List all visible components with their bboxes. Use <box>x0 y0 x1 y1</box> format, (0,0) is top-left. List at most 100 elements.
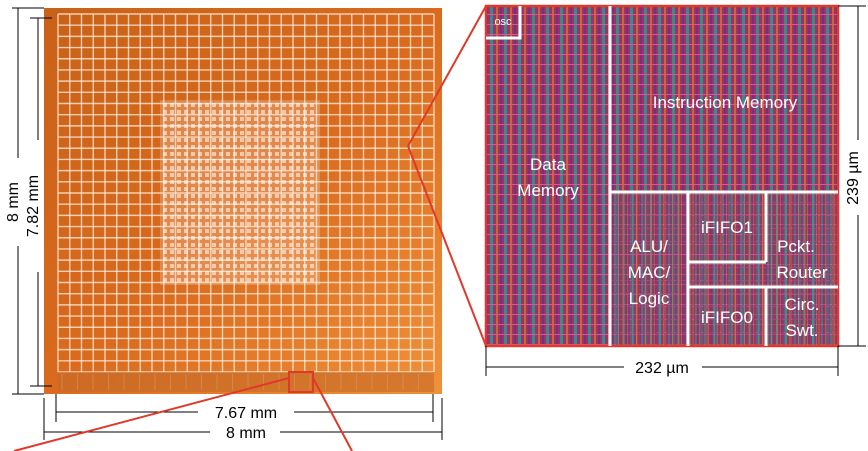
tile-width-dimension: 232 µm <box>486 346 838 377</box>
pad-dot <box>254 271 258 275</box>
pad-dot <box>184 152 188 156</box>
pad-dot <box>296 222 300 226</box>
pad-dot <box>212 278 216 282</box>
pad-dot <box>226 117 230 121</box>
pad-dot <box>289 222 293 226</box>
pad-dot <box>296 166 300 170</box>
pad-dot <box>184 173 188 177</box>
tile-height-label: 239 µm <box>845 151 862 205</box>
osc-label: osc <box>494 16 512 28</box>
pad-dot <box>296 271 300 275</box>
circuit-switch-label-line2: Swt. <box>785 321 818 340</box>
pad-dot <box>247 236 251 240</box>
pad-dot <box>310 131 314 135</box>
pad-dot <box>191 215 195 219</box>
pad-dot <box>268 117 272 121</box>
pad-dot <box>198 264 202 268</box>
alu-label-line3: Logic <box>629 289 670 308</box>
pad-dot <box>268 152 272 156</box>
pad-dot <box>275 243 279 247</box>
pad-dot <box>184 257 188 261</box>
pad-dot <box>170 208 174 212</box>
pad-dot <box>296 173 300 177</box>
pad-dot <box>212 166 216 170</box>
pad-dot <box>268 250 272 254</box>
pad-dot <box>191 103 195 107</box>
pad-dot <box>275 229 279 233</box>
pad-dot <box>261 194 265 198</box>
pad-dot <box>303 117 307 121</box>
pad-dot <box>177 110 181 114</box>
pad-dot <box>198 117 202 121</box>
pad-dot <box>198 243 202 247</box>
pad-dot <box>254 103 258 107</box>
pad-dot <box>296 152 300 156</box>
pad-dot <box>268 257 272 261</box>
pad-dot <box>268 208 272 212</box>
pad-dot <box>240 103 244 107</box>
pad-dot <box>233 243 237 247</box>
pad-dot <box>233 145 237 149</box>
pad-dot <box>296 117 300 121</box>
pad-dot <box>268 278 272 282</box>
pad-dot <box>198 222 202 226</box>
pad-dot <box>247 166 251 170</box>
pad-dot <box>198 271 202 275</box>
pad-dot <box>310 201 314 205</box>
pad-dot <box>233 229 237 233</box>
pad-dot <box>240 159 244 163</box>
pad-dot <box>289 250 293 254</box>
pad-dot <box>303 145 307 149</box>
pad-dot <box>184 208 188 212</box>
pad-dot <box>254 229 258 233</box>
pad-dot <box>254 187 258 191</box>
pad-dot <box>268 271 272 275</box>
pad-dot <box>282 117 286 121</box>
pad-dot <box>303 173 307 177</box>
pad-dot <box>240 166 244 170</box>
pad-dot <box>289 264 293 268</box>
pad-dot <box>240 271 244 275</box>
pad-dot <box>261 250 265 254</box>
pad-dot <box>184 124 188 128</box>
pad-dot <box>177 187 181 191</box>
pad-dot <box>198 138 202 142</box>
pad-dot <box>254 243 258 247</box>
pad-dot <box>289 278 293 282</box>
pad-dot <box>198 250 202 254</box>
pad-dot <box>198 159 202 163</box>
pad-dot <box>240 243 244 247</box>
pad-dot <box>184 110 188 114</box>
pad-dot <box>247 229 251 233</box>
pad-dot <box>163 264 167 268</box>
pad-dot <box>282 110 286 114</box>
pad-dot <box>205 124 209 128</box>
pad-dot <box>275 264 279 268</box>
pad-dot <box>296 208 300 212</box>
pad-dot <box>247 187 251 191</box>
pad-dot <box>191 264 195 268</box>
pad-dot <box>310 215 314 219</box>
pad-dot <box>240 194 244 198</box>
pad-dot <box>198 208 202 212</box>
pad-dot <box>198 131 202 135</box>
pad-dot <box>212 145 216 149</box>
pad-dot <box>310 166 314 170</box>
pad-dot <box>163 166 167 170</box>
pad-dot <box>289 194 293 198</box>
pad-dot <box>170 264 174 268</box>
pad-dot <box>205 250 209 254</box>
pad-dot <box>233 152 237 156</box>
pad-dot <box>163 117 167 121</box>
pad-dot <box>198 236 202 240</box>
pad-dot <box>303 215 307 219</box>
pad-dot <box>163 278 167 282</box>
pad-dot <box>240 187 244 191</box>
pad-dot <box>233 187 237 191</box>
pad-dot <box>205 271 209 275</box>
pad-dot <box>226 173 230 177</box>
pad-dot <box>254 145 258 149</box>
pad-dot <box>289 243 293 247</box>
pad-dot <box>205 208 209 212</box>
pad-dot <box>226 264 230 268</box>
